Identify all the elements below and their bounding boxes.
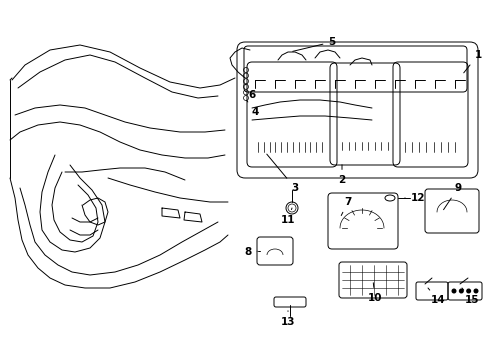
Text: 7: 7: [341, 197, 351, 216]
Text: 5: 5: [292, 37, 335, 51]
Text: 11: 11: [280, 208, 295, 225]
Text: 8: 8: [244, 247, 257, 257]
Text: 9: 9: [443, 183, 461, 210]
Text: 3: 3: [266, 154, 298, 193]
Text: 14: 14: [427, 288, 445, 305]
Circle shape: [459, 289, 462, 293]
Text: 13: 13: [280, 311, 295, 327]
Text: 1: 1: [463, 50, 481, 73]
Text: 12: 12: [404, 193, 425, 203]
Text: 6: 6: [245, 84, 255, 100]
Circle shape: [451, 289, 455, 293]
Circle shape: [473, 289, 477, 293]
Text: 10: 10: [367, 283, 382, 303]
Circle shape: [466, 289, 469, 293]
Text: 4: 4: [246, 100, 258, 117]
Text: 2: 2: [338, 165, 345, 185]
Text: 15: 15: [461, 288, 478, 305]
